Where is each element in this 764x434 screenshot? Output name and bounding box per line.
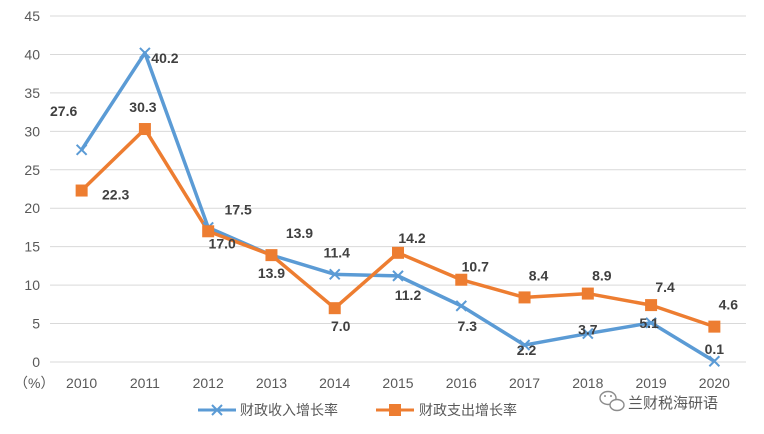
y-tick-label: 0 [32, 354, 40, 370]
data-label-expenditure: 8.4 [529, 267, 549, 283]
x-tick-label: 2012 [193, 375, 224, 391]
watermark: 兰财税海研语 [599, 390, 718, 412]
series-markers [75, 47, 721, 367]
data-label-revenue: 3.7 [578, 322, 598, 338]
x-tick-label: 2013 [256, 375, 287, 391]
data-label-revenue: 17.5 [225, 201, 252, 217]
data-label-revenue: 13.9 [286, 225, 313, 241]
data-label-expenditure: 13.9 [258, 265, 285, 281]
y-tick-label: 40 [24, 46, 40, 62]
series-line-revenue [80, 51, 716, 363]
x-tick-label: 2015 [382, 375, 413, 391]
data-label-revenue: 11.2 [395, 287, 422, 303]
data-point-expenditure [202, 225, 215, 238]
grid-lines [50, 15, 746, 325]
x-tick-label: 2020 [699, 375, 730, 391]
y-tick-labels: 0 5 10 15 20 25 30 35 40 45 [24, 8, 40, 370]
data-label-expenditure: 7.0 [331, 318, 351, 334]
series-lines [80, 51, 716, 363]
y-tick-label: 20 [24, 200, 40, 216]
data-point-revenue [329, 268, 341, 281]
y-tick-label: 10 [24, 277, 40, 293]
x-tick-label: 2019 [636, 375, 667, 391]
legend-item-expenditure: 财政支出增长率 [376, 402, 517, 419]
data-point-revenue [75, 144, 88, 156]
data-point-revenue [392, 270, 404, 282]
legend-square-marker-icon [389, 404, 401, 416]
data-point-revenue [708, 355, 721, 367]
x-tick-label: 2010 [66, 375, 97, 391]
data-labels: 27.6 40.2 17.5 13.9 11.4 11.2 7.3 2.2 3.7 5.1 0.1 2… [50, 50, 738, 358]
y-unit-label: （%） [14, 375, 54, 391]
data-point-expenditure [455, 273, 468, 286]
data-label-expenditure: 4.6 [719, 297, 739, 313]
data-point-expenditure [645, 299, 658, 312]
data-label-revenue: 0.1 [705, 341, 725, 357]
data-label-revenue: 11.4 [323, 244, 350, 260]
data-label-revenue: 27.6 [50, 103, 77, 119]
data-label-revenue: 40.2 [151, 50, 178, 66]
wechat-icon [599, 390, 625, 412]
y-tick-label: 35 [24, 85, 40, 101]
y-tick-label: 5 [32, 316, 40, 332]
data-label-revenue: 2.2 [517, 342, 537, 358]
data-label-expenditure: 17.0 [209, 235, 236, 251]
data-point-expenditure [138, 123, 151, 136]
data-point-expenditure [265, 249, 278, 262]
y-tick-label: 15 [24, 239, 40, 255]
data-point-expenditure [392, 246, 404, 259]
legend-item-revenue: 财政收入增长率 [198, 402, 338, 419]
data-label-expenditure: 10.7 [462, 259, 489, 275]
data-label-expenditure: 8.9 [592, 268, 612, 284]
legend-label-revenue: 财政收入增长率 [240, 402, 338, 419]
y-tick-label: 25 [24, 162, 40, 178]
legend: 财政收入增长率 财政支出增长率 [198, 402, 517, 419]
watermark-text: 兰财税海研语 [628, 394, 718, 412]
data-label-expenditure: 7.4 [655, 279, 675, 295]
legend-x-marker-icon [211, 404, 223, 416]
data-point-revenue [139, 47, 151, 59]
x-tick-label: 2017 [509, 375, 540, 391]
y-tick-label: 45 [24, 8, 40, 24]
y-tick-label: 30 [24, 123, 40, 139]
legend-label-expenditure: 财政支出增长率 [419, 402, 517, 419]
x-tick-label: 2016 [446, 375, 477, 391]
data-point-expenditure [581, 287, 594, 300]
x-tick-label: 2014 [319, 375, 350, 391]
x-tick-label: 2018 [572, 375, 603, 391]
data-point-expenditure [518, 291, 531, 304]
data-label-revenue: 7.3 [458, 318, 478, 334]
data-label-expenditure: 22.3 [102, 187, 129, 203]
x-tick-label: 2011 [130, 375, 160, 391]
data-point-revenue [455, 300, 467, 312]
data-point-revenue [582, 327, 594, 340]
x-tick-labels: 2010 2011 2012 2013 2014 2015 2016 2017 2018 2019… [66, 375, 730, 391]
data-point-expenditure [75, 184, 88, 197]
data-point-revenue [645, 317, 657, 329]
data-point-expenditure [708, 320, 721, 333]
data-label-revenue: 5.1 [639, 315, 659, 331]
data-label-expenditure: 30.3 [129, 99, 156, 115]
data-label-expenditure: 14.2 [398, 230, 425, 246]
data-point-revenue [518, 339, 531, 351]
data-point-expenditure [328, 302, 341, 315]
